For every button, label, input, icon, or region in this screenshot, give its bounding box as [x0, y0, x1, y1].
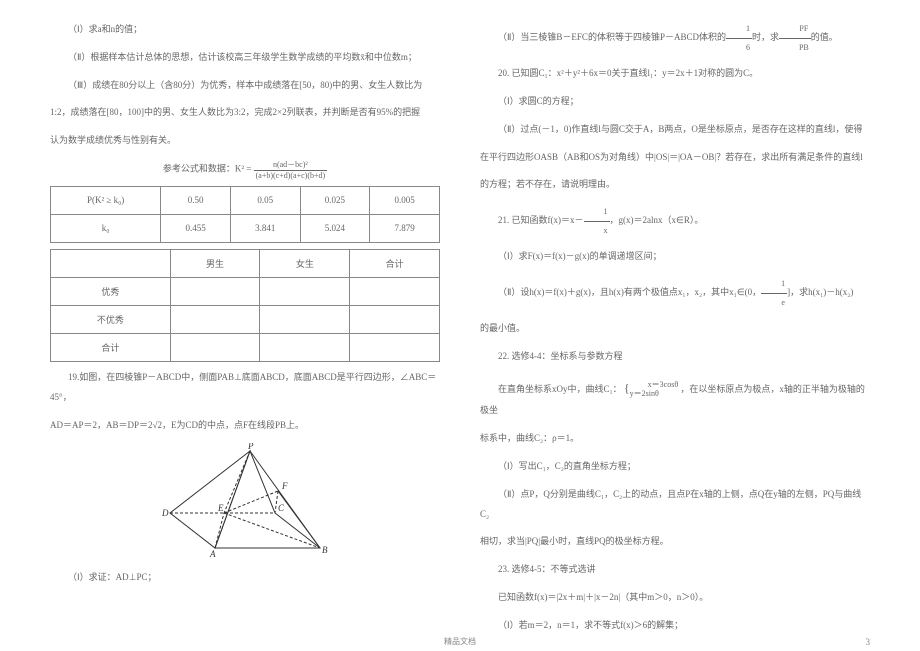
chi-square-table: P(K² ≥ k₀) 0.50 0.05 0.025 0.005 k₀ 0.45… [50, 186, 440, 243]
t1-h5: 0.005 [370, 186, 440, 214]
q22-title: 22. 选修4-4：坐标系与参数方程 [480, 347, 870, 367]
footer-text: 精品文档 [0, 636, 920, 647]
t1-h4: 0.025 [300, 186, 370, 214]
q22-p2a: （Ⅱ）点P，Q分别是曲线C₁，C₂上的动点，且点P在x轴的上侧，点Q在y轴的左侧… [480, 485, 870, 525]
t1-h3: 0.05 [230, 186, 300, 214]
q23-stem: 已知函数f(x)＝|2x＋m|＋|x－2n|（其中m＞0，n＞0）。 [480, 588, 870, 608]
t1-h1: P(K² ≥ k₀) [51, 186, 161, 214]
t1-r3: 3.841 [230, 214, 300, 242]
pyramid-figure: P D A B C E F [50, 443, 440, 560]
q20-p2c: 的方程；若不存在，请说明理由。 [480, 175, 870, 195]
svg-text:B: B [322, 545, 328, 555]
q20-p1: （Ⅰ）求圆C的方程； [480, 92, 870, 112]
q22-stem2: 标系中，曲线C₂：ρ＝1。 [480, 429, 870, 449]
q23-p1: （Ⅰ）若m＝2，n＝1，求不等式f(x)＞6的解集； [480, 616, 870, 636]
q20-p2a: （Ⅱ）过点(－1，0)作直线l与圆C交于A，B两点，O是坐标原点，是否存在这样的… [480, 120, 870, 140]
svg-text:E: E [217, 503, 224, 513]
t2-hh0 [51, 249, 171, 277]
para-III-3: 认为数学成绩优秀与性别有关。 [50, 131, 440, 151]
t2-r1: 优秀 [51, 277, 171, 305]
para-II-left: （Ⅱ）根据样本估计总体的思想，估计该校高三年级学生数学成绩的平均数x̄和中位数m… [50, 48, 440, 68]
q19-part2: （Ⅱ）当三棱锥B－EFC的体积等于四棱锥P－ABCD体积的16时，求PFPB的值… [480, 20, 870, 56]
t1-r2: 0.455 [161, 214, 231, 242]
t2-hh1: 男生 [170, 249, 260, 277]
q20-p2b: 在平行四边形OASB（AB和OS为对角线）中|OS|＝|OA－OB|？若存在，求… [480, 148, 870, 168]
t1-r1: k₀ [51, 214, 161, 242]
q19-line2: AD＝AP＝2，AB＝DP＝2√2，E为CD的中点，点F在线段PB上。 [50, 416, 440, 436]
t2-hh2: 女生 [260, 249, 350, 277]
q21-p2b: 的最小值。 [480, 319, 870, 339]
para-I-left: （Ⅰ）求a和n的值； [50, 20, 440, 40]
q19-line1: 19.如图，在四棱锥P－ABCD中，侧面PAB⊥底面ABCD，底面ABCD是平行… [50, 368, 440, 408]
q23-title: 23. 选修4-5：不等式选讲 [480, 560, 870, 580]
q21-p2a: （Ⅱ）设h(x)＝f(x)＋g(x)，且h(x)有两个极值点x₁，x₂，其中x₁… [480, 275, 870, 311]
t2-r3: 合计 [51, 333, 171, 361]
q22-p1: （Ⅰ）写出C₁，C₂的直角坐标方程； [480, 457, 870, 477]
t2-r2: 不优秀 [51, 305, 171, 333]
svg-text:A: A [209, 549, 216, 558]
contingency-table: 男生 女生 合计 优秀 不优秀 合计 [50, 249, 440, 362]
t1-r4: 5.024 [300, 214, 370, 242]
para-III-2: 1:2，成绩落在[80，100]中的男、女生人数比为3:2，完成2×2列联表，并… [50, 103, 440, 123]
q19-part1: （Ⅰ）求证：AD⊥PC； [50, 568, 440, 588]
para-III-1: （Ⅲ）成绩在80分以上（含80分）为优秀，样本中成绩落在[50，80)中的男、女… [50, 76, 440, 96]
q21-p1: （Ⅰ）求F(x)＝f(x)－g(x)的单调递增区间； [480, 247, 870, 267]
svg-text:F: F [281, 481, 288, 491]
svg-text:D: D [161, 508, 169, 518]
reference-formula: 参考公式和数据：K² = n(ad－bc)²(a+b)(c+d)(a+c)(b+… [50, 159, 440, 180]
t2-hh3: 合计 [350, 249, 440, 277]
page-number: 3 [866, 637, 871, 647]
q20-stem: 20. 已知圆C₁：x²＋y²＋6x＝0关于直线l₁：y＝2x＋1对称的圆为C。 [480, 64, 870, 84]
q21-stem: 21. 已知函数f(x)＝x－1x，g(x)＝2alnx（x∈R）。 [480, 203, 870, 239]
svg-text:P: P [247, 443, 254, 451]
t1-h2: 0.50 [161, 186, 231, 214]
t1-r5: 7.879 [370, 214, 440, 242]
svg-text:C: C [278, 503, 285, 513]
q22-stem: 在直角坐标系xOy中，曲线C₁： {x＝3cosθy＝2sinθ ，在以坐标原点… [480, 375, 870, 421]
q22-p2b: 相切，求当|PQ|最小时，直线PQ的极坐标方程。 [480, 532, 870, 552]
